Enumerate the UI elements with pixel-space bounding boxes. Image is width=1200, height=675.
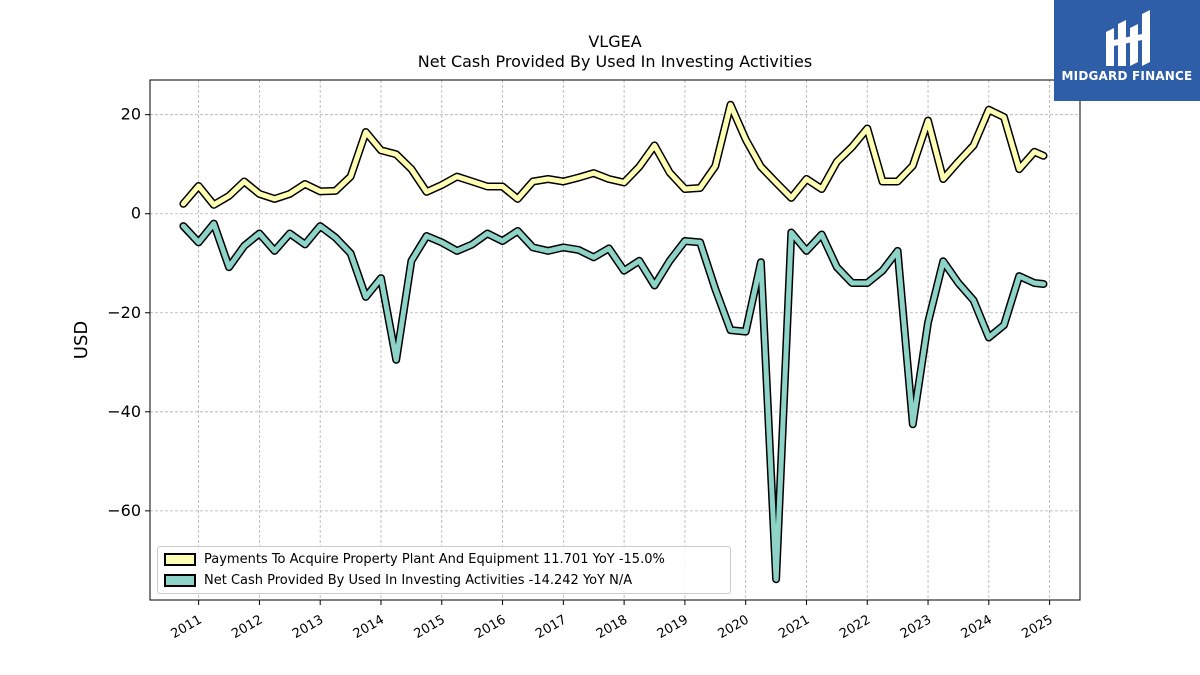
x-tick-label: 2016 <box>472 612 508 642</box>
x-tick-label: 2013 <box>290 612 326 642</box>
x-tick-label: 2017 <box>533 612 569 642</box>
legend-label-capex: Payments To Acquire Property Plant And E… <box>204 551 665 567</box>
x-tick-label: 2015 <box>412 612 448 642</box>
legend-swatch-capex <box>164 552 196 566</box>
legend: Payments To Acquire Property Plant And E… <box>157 546 731 594</box>
x-tick-label: 2018 <box>594 612 630 642</box>
legend-label-net-cash: Net Cash Provided By Used In Investing A… <box>204 572 633 588</box>
x-tick-label: 2025 <box>1019 612 1055 642</box>
x-tick-label: 2011 <box>168 612 204 642</box>
legend-swatch-net-cash <box>164 573 196 587</box>
chart-subtitle: Net Cash Provided By Used In Investing A… <box>417 52 813 71</box>
y-tick-label: −20 <box>107 303 141 322</box>
y-tick-label: −40 <box>107 402 141 421</box>
chart-title: VLGEA <box>588 32 642 51</box>
y-tick-label: 0 <box>131 204 141 223</box>
plot-frame <box>149 79 1081 601</box>
logo-text: MIDGARD FINANCE <box>1061 69 1193 83</box>
x-tick-label: 2023 <box>898 612 934 642</box>
x-tick-label: 2021 <box>776 612 812 642</box>
brand-logo: MIDGARD FINANCE <box>1054 0 1200 101</box>
x-tick-label: 2022 <box>837 612 873 642</box>
y-axis-label: USD <box>71 321 92 359</box>
x-tick-label: 2014 <box>351 612 387 642</box>
y-tick-label: 20 <box>121 105 141 124</box>
legend-item-net-cash: Net Cash Provided By Used In Investing A… <box>164 570 632 590</box>
y-tick-label: −60 <box>107 501 141 520</box>
x-tick-label: 2012 <box>229 612 265 642</box>
legend-item-capex: Payments To Acquire Property Plant And E… <box>164 549 665 569</box>
logo-mark-icon <box>1106 10 1150 66</box>
x-tick-label: 2024 <box>959 612 995 642</box>
series-line-1 <box>180 221 1046 582</box>
x-tick-label: 2020 <box>716 612 752 642</box>
series-line-0 <box>180 102 1046 208</box>
x-tick-label: 2019 <box>655 612 691 642</box>
